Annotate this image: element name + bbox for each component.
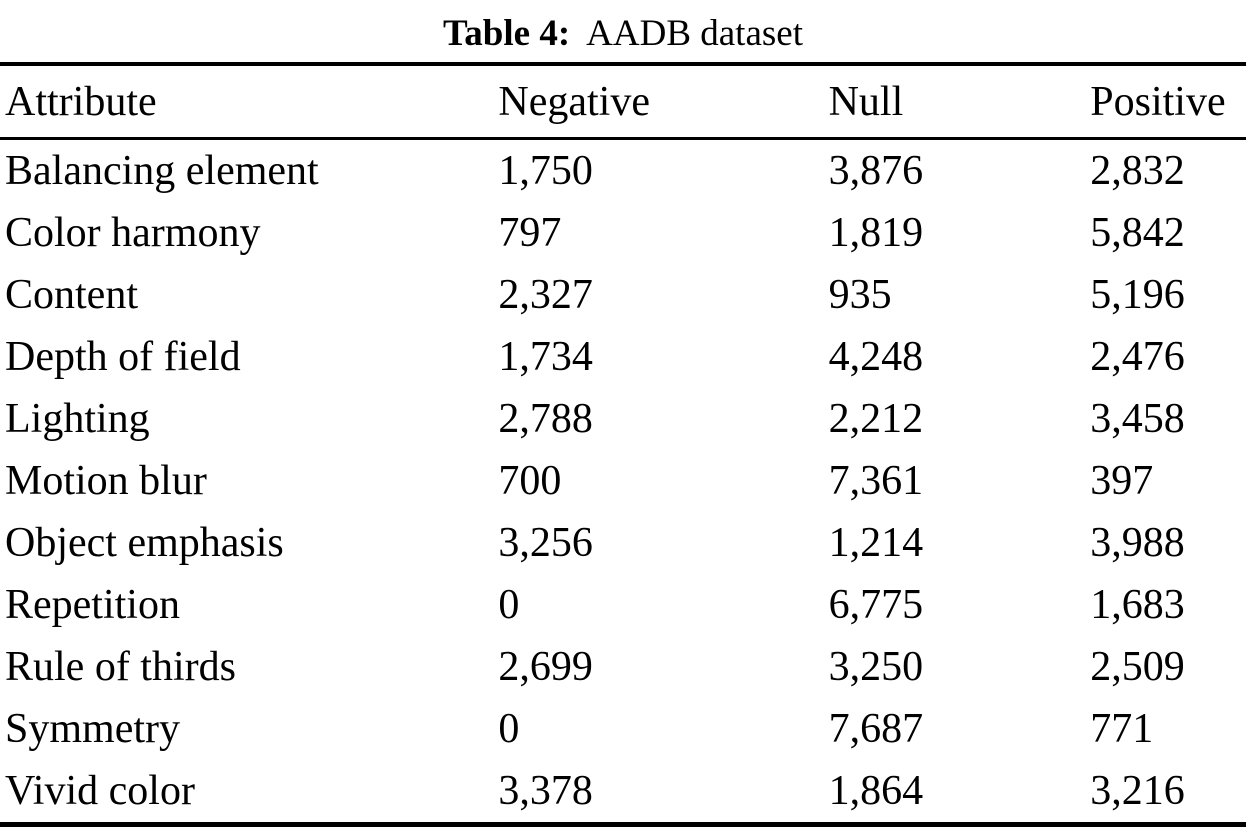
positive-cell: 3,216 bbox=[1090, 768, 1185, 814]
attribute-cell: Content bbox=[5, 272, 138, 318]
table-row: Motion blur 700 7,361 397 bbox=[0, 450, 1246, 512]
attribute-cell: Motion blur bbox=[5, 458, 207, 504]
null-cell: 7,361 bbox=[828, 458, 924, 504]
table-row: Content 2,327 935 5,196 bbox=[0, 264, 1246, 326]
positive-cell: 397 bbox=[1090, 458, 1154, 504]
negative-cell: 1,734 bbox=[498, 334, 593, 380]
attribute-cell: Color harmony bbox=[5, 210, 261, 256]
table-header-row: Attribute Negative Null Positive bbox=[0, 64, 1246, 140]
table-row: Repetition 0 6,775 1,683 bbox=[0, 574, 1246, 636]
null-cell: 1,864 bbox=[828, 768, 924, 814]
positive-cell: 1,683 bbox=[1090, 582, 1185, 628]
table-row: Color harmony 797 1,819 5,842 bbox=[0, 202, 1246, 264]
negative-cell: 700 bbox=[498, 458, 562, 504]
attribute-cell: Depth of field bbox=[5, 334, 241, 380]
positive-cell: 3,988 bbox=[1090, 520, 1185, 566]
table-caption: Table 4: AADB dataset bbox=[0, 0, 1246, 62]
table-row: Rule of thirds 2,699 3,250 2,509 bbox=[0, 636, 1246, 698]
null-cell: 1,819 bbox=[828, 210, 924, 256]
null-cell: 2,212 bbox=[828, 396, 924, 442]
negative-cell: 797 bbox=[498, 210, 562, 256]
attribute-cell: Repetition bbox=[5, 582, 180, 628]
table-row: Balancing element 1,750 3,876 2,832 bbox=[0, 139, 1246, 203]
negative-cell: 3,378 bbox=[498, 768, 593, 814]
column-header-negative: Negative bbox=[498, 64, 829, 140]
positive-cell: 5,196 bbox=[1090, 272, 1185, 318]
table-caption-title: AADB dataset bbox=[586, 12, 803, 54]
null-cell: 7,687 bbox=[828, 706, 924, 752]
positive-cell: 771 bbox=[1090, 706, 1154, 752]
null-cell: 3,250 bbox=[828, 644, 924, 690]
table-row: Depth of field 1,734 4,248 2,476 bbox=[0, 326, 1246, 388]
negative-cell: 2,327 bbox=[498, 272, 593, 318]
positive-cell: 2,476 bbox=[1090, 334, 1185, 380]
negative-cell: 1,750 bbox=[498, 148, 593, 194]
attribute-cell: Rule of thirds bbox=[5, 644, 236, 690]
attribute-cell: Vivid color bbox=[5, 768, 195, 814]
table-row: Symmetry 0 7,687 771 bbox=[0, 698, 1246, 760]
attribute-cell: Balancing element bbox=[5, 148, 319, 194]
positive-cell: 2,832 bbox=[1090, 148, 1185, 194]
null-cell: 935 bbox=[828, 272, 892, 318]
attribute-cell: Object emphasis bbox=[5, 520, 284, 566]
positive-cell: 3,458 bbox=[1090, 396, 1185, 442]
null-cell: 3,876 bbox=[828, 148, 924, 194]
positive-cell: 5,842 bbox=[1090, 210, 1185, 256]
negative-cell: 3,256 bbox=[498, 520, 593, 566]
null-cell: 6,775 bbox=[828, 582, 924, 628]
null-cell: 1,214 bbox=[828, 520, 924, 566]
positive-cell: 2,509 bbox=[1090, 644, 1185, 690]
negative-cell: 2,788 bbox=[498, 396, 593, 442]
column-header-null: Null bbox=[828, 64, 1091, 140]
negative-cell: 0 bbox=[498, 582, 520, 628]
table-row: Vivid color 3,378 1,864 3,216 bbox=[0, 760, 1246, 825]
attribute-cell: Lighting bbox=[5, 396, 150, 442]
null-cell: 4,248 bbox=[828, 334, 924, 380]
attribute-cell: Symmetry bbox=[5, 706, 180, 752]
column-header-positive: Positive bbox=[1090, 64, 1246, 140]
negative-cell: 0 bbox=[498, 706, 520, 752]
table-row: Lighting 2,788 2,212 3,458 bbox=[0, 388, 1246, 450]
table-row: Object emphasis 3,256 1,214 3,988 bbox=[0, 512, 1246, 574]
column-header-attribute: Attribute bbox=[0, 64, 499, 140]
table-caption-label: Table 4: bbox=[443, 12, 571, 54]
aadb-dataset-table: Attribute Negative Null Positive Balanci… bbox=[0, 62, 1246, 827]
negative-cell: 2,699 bbox=[498, 644, 593, 690]
